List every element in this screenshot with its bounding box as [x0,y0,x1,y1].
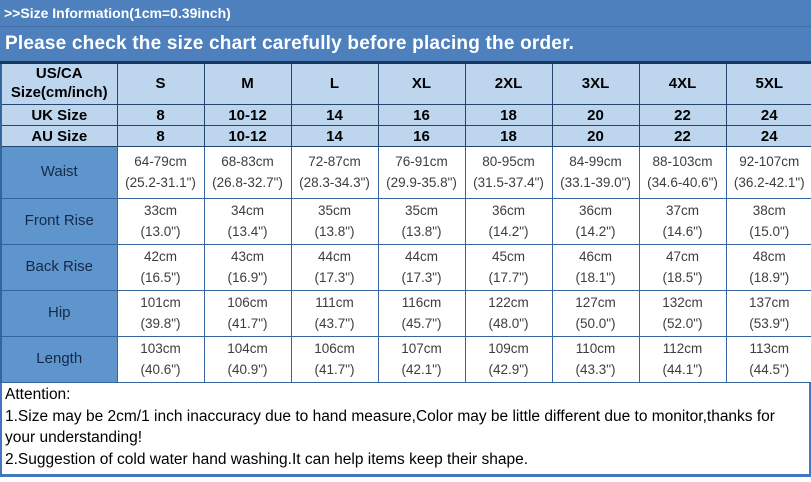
measurement-cell: 113cm (44.5") [725,336,811,383]
size-col-header: 5XL [725,62,811,105]
measurement-row-length: Length 103cm (40.6") 104cm (40.9") 106cm (4… [0,336,811,383]
measurement-cell: 64-79cm (25.2-31.1") [116,146,205,199]
table-header-row: US/CA Size(cm/inch) S M L XL 2XL 3XL 4XL… [0,62,811,105]
uk-size-value: 16 [377,104,466,126]
measurement-row-back-rise: Back Rise 42cm (16.5") 43cm (16.9") 44cm (1… [0,244,811,291]
measurement-cell: 122cm (48.0") [464,290,553,337]
measurement-cell: 35cm (13.8") [290,198,379,245]
uk-size-value: 22 [638,104,727,126]
size-col-header: M [203,62,292,105]
uk-size-row: UK Size 8 10-12 14 16 18 20 22 24 [0,104,811,126]
measurement-cell: 35cm (13.8") [377,198,466,245]
measurement-cell: 36cm (14.2") [464,198,553,245]
measurement-cell: 76-91cm (29.9-35.8") [377,146,466,199]
size-col-header: 2XL [464,62,553,105]
au-size-value: 16 [377,125,466,147]
size-info-title-bar: >>Size Information(1cm=0.39inch) [0,0,811,27]
measurement-cell: 106cm (41.7") [290,336,379,383]
measurement-cell: 34cm (13.4") [203,198,292,245]
measurement-cell: 37cm (14.6") [638,198,727,245]
measurement-cell: 84-99cm (33.1-39.0") [551,146,640,199]
au-size-label: AU Size [0,125,118,147]
measurement-label: Length [0,336,118,383]
corner-line2: Size(cm/inch) [10,84,108,101]
au-size-value: 22 [638,125,727,147]
uk-size-value: 24 [725,104,811,126]
measurement-row-front-rise: Front Rise 33cm (13.0") 34cm (13.4") 35cm(… [0,198,811,245]
measurement-cell: 43cm (16.9") [203,244,292,291]
uk-size-value: 14 [290,104,379,126]
measurement-cell: 92-107cm (36.2-42.1") [725,146,811,199]
measurement-cell: 127cm (50.0") [551,290,640,337]
measurement-cell: 116cm (45.7") [377,290,466,337]
measurement-label: Waist [0,146,118,199]
corner-line1: US/CA [35,65,83,83]
au-size-value: 18 [464,125,553,147]
uk-size-value: 20 [551,104,640,126]
measurement-cell: 88-103cm (34.6-40.6") [638,146,727,199]
au-size-value: 20 [551,125,640,147]
size-col-header: S [116,62,205,105]
attention-title: Attention: [5,386,71,403]
measurement-cell: 132cm (52.0") [638,290,727,337]
measurement-cell: 103cm (40.6") [116,336,205,383]
measurement-cell: 101cm (39.8") [116,290,205,337]
measurement-cell: 48cm (18.9") [725,244,811,291]
measurement-cell: 110cm (43.3") [551,336,640,383]
measurement-label: Hip [0,290,118,337]
au-size-value: 14 [290,125,379,147]
size-info-title: >>Size Information(1cm=0.39inch) [4,5,231,21]
attention-section: Attention: 1.Size may be 2cm/1 inch inac… [0,383,811,477]
measurement-cell: 137cm (53.9") [725,290,811,337]
attention-note-2: 2.Suggestion of cold water hand washing.… [5,451,529,469]
measurement-cell: 112cm (44.1") [638,336,727,383]
uk-size-value: 8 [116,104,205,126]
measurement-cell: 42cm (16.5") [116,244,205,291]
au-size-row: AU Size 8 10-12 14 16 18 20 22 24 [0,125,811,147]
au-size-value: 24 [725,125,811,147]
measurement-cell: 38cm (15.0") [725,198,811,245]
size-col-header: XL [377,62,466,105]
size-col-header: 3XL [551,62,640,105]
measurement-cell: 107cm (42.1") [377,336,466,383]
uk-size-label: UK Size [0,104,118,126]
measurement-cell: 46cm (18.1") [551,244,640,291]
size-col-header: 4XL [638,62,727,105]
measurement-cell: 111cm (43.7") [290,290,379,337]
uk-size-value: 10-12 [203,104,292,126]
measurement-cell: 106cm (41.7") [203,290,292,337]
size-chart-table: US/CA Size(cm/inch) S M L XL 2XL 3XL 4XL… [0,61,811,383]
corner-header-cell: US/CA Size(cm/inch) [0,62,118,105]
measurement-cell: 45cm (17.7") [464,244,553,291]
measurement-cell: 33cm (13.0") [116,198,205,245]
measurement-cell: 44cm (17.3") [377,244,466,291]
au-size-value: 10-12 [203,125,292,147]
attention-note-1: 1.Size may be 2cm/1 inch inaccuracy due … [5,407,775,447]
measurement-cell: 109cm (42.9") [464,336,553,383]
measurement-cell: 72-87cm (28.3-34.3") [290,146,379,199]
uk-size-value: 18 [464,104,553,126]
measurement-row-waist: Waist 64-79cm (25.2-31.1") 68-83cm (26.8-3… [0,146,811,199]
size-chart-banner: Please check the size chart carefully be… [0,27,811,61]
size-col-header: L [290,62,379,105]
measurement-cell: 47cm (18.5") [638,244,727,291]
au-size-value: 8 [116,125,205,147]
measurement-cell: 80-95cm (31.5-37.4") [464,146,553,199]
measurement-label: Front Rise [0,198,118,245]
measurement-cell: 68-83cm (26.8-32.7") [203,146,292,199]
banner-text: Please check the size chart carefully be… [5,33,575,54]
measurement-cell: 44cm (17.3") [290,244,379,291]
measurement-row-hip: Hip 101cm (39.8") 106cm (41.7") 111cm (43.7… [0,290,811,337]
measurement-cell: 36cm (14.2") [551,198,640,245]
measurement-cell: 104cm (40.9") [203,336,292,383]
measurement-label: Back Rise [0,244,118,291]
